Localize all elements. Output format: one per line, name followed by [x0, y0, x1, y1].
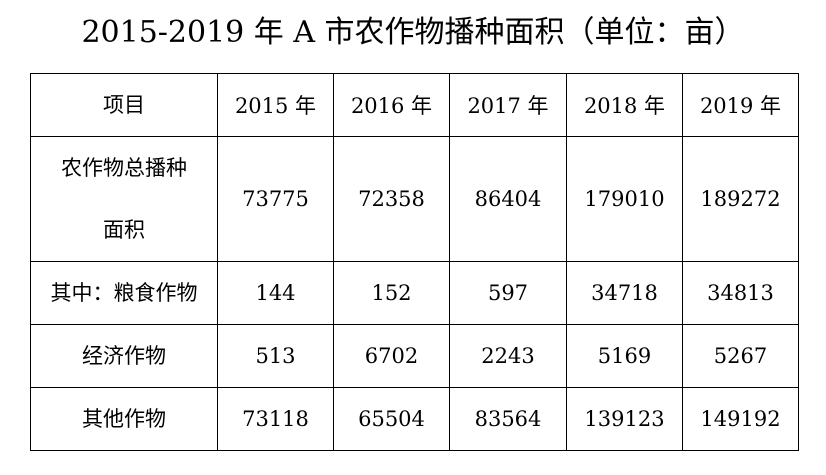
table-cell: 83564: [449, 387, 567, 451]
table-row: 经济作物 513 6702 2243 5169 5267: [30, 324, 799, 388]
table-row: 其中：粮食作物 144 152 597 34718 34813: [30, 261, 799, 325]
table-cell: 34813: [682, 261, 799, 325]
table-cell: 72358: [333, 136, 450, 262]
table-row: 其他作物 73118 65504 83564 139123 149192: [30, 387, 799, 451]
table-cell: 149192: [682, 387, 799, 451]
table-cell: 139123: [566, 387, 683, 451]
column-header: 2018 年: [566, 73, 683, 137]
column-header: 2019 年: [682, 73, 799, 137]
table-cell: 513: [217, 324, 334, 388]
row-label: 农作物总播种 面积: [30, 136, 218, 262]
row-label: 经济作物: [30, 324, 218, 388]
table-cell: 5267: [682, 324, 799, 388]
table-title: 2015-2019 年 A 市农作物播种面积（单位：亩）: [81, 15, 745, 50]
table-cell: 144: [217, 261, 334, 325]
table-cell: 34718: [566, 261, 683, 325]
column-header: 2015 年: [217, 73, 334, 137]
table-cell: 5169: [566, 324, 683, 388]
table-cell: 73775: [217, 136, 334, 262]
table-row: 农作物总播种 面积 73775 72358 86404 179010 18927…: [30, 136, 799, 262]
table-cell: 65504: [333, 387, 450, 451]
table-cell: 2243: [449, 324, 567, 388]
table-cell: 73118: [217, 387, 334, 451]
column-header: 2016 年: [333, 73, 450, 137]
table-cell: 179010: [566, 136, 683, 262]
row-label-line: 农作物总播种: [61, 156, 187, 180]
row-label-line: 面积: [103, 218, 145, 242]
header-row: 项目 2015 年 2016 年 2017 年 2018 年 2019 年: [30, 73, 799, 137]
row-label: 其他作物: [30, 387, 218, 451]
column-header: 2017 年: [449, 73, 567, 137]
column-header: 项目: [30, 73, 218, 137]
data-table: 项目 2015 年 2016 年 2017 年 2018 年 2019 年 农作…: [30, 73, 799, 451]
table-cell: 189272: [682, 136, 799, 262]
row-label: 其中：粮食作物: [30, 261, 218, 325]
table-cell: 152: [333, 261, 450, 325]
table-cell: 597: [449, 261, 567, 325]
table-cell: 6702: [333, 324, 450, 388]
table-cell: 86404: [449, 136, 567, 262]
